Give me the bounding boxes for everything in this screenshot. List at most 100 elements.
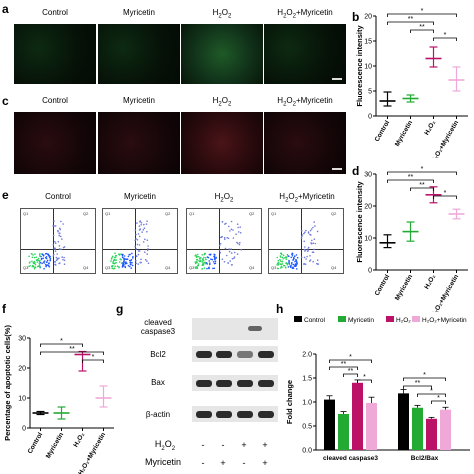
blot-band — [258, 380, 274, 387]
flow-event — [28, 255, 30, 258]
flow-event — [280, 263, 283, 266]
treatment-label-myricetin: Myricetin — [144, 457, 181, 467]
flow-event — [201, 261, 203, 263]
flow-event — [236, 253, 239, 255]
flow-event — [42, 257, 44, 260]
quadrant-label: Q4 — [83, 265, 89, 270]
flow-event — [303, 256, 306, 259]
flow-event — [139, 261, 142, 264]
flow-event — [41, 253, 43, 255]
flow-event — [312, 226, 314, 229]
significance-bracket — [40, 343, 83, 347]
flow-event — [45, 261, 48, 264]
flow-event — [34, 253, 36, 255]
flow-event — [132, 257, 134, 259]
flow-event — [112, 261, 114, 263]
significance-bracket — [357, 379, 372, 383]
flow-event — [294, 260, 296, 263]
flow-event — [144, 258, 147, 261]
flow-event — [115, 261, 117, 264]
quadrant-label: Q1 — [23, 211, 29, 216]
flow-event — [219, 243, 222, 245]
flow-event — [55, 264, 57, 266]
flow-event — [111, 257, 113, 259]
flow-scatter — [110, 220, 150, 270]
flow-event — [45, 263, 47, 266]
flow-event — [115, 259, 118, 261]
blot-band — [248, 326, 262, 331]
flow-event — [61, 256, 63, 258]
flow-event — [206, 267, 208, 270]
blot-strip — [192, 406, 278, 422]
flow-event — [112, 264, 114, 267]
flow-event — [114, 255, 117, 257]
significance-bracket — [329, 366, 358, 370]
flow-event — [131, 252, 133, 255]
flow-event — [226, 237, 228, 239]
flow-event — [281, 253, 283, 256]
condition-label: H2O2 — [212, 8, 232, 20]
flow-event — [32, 254, 34, 256]
flow-event — [279, 267, 282, 269]
flow-event — [138, 235, 141, 238]
flow-event — [202, 258, 204, 260]
flow-event — [112, 259, 115, 261]
flow-event — [140, 224, 142, 226]
flow-event — [131, 262, 133, 264]
flow-event — [202, 262, 205, 264]
flow-event — [194, 261, 197, 263]
flow-event — [28, 265, 30, 268]
flow-event — [123, 255, 126, 257]
flow-event — [229, 230, 231, 232]
flow-event — [303, 232, 305, 235]
flow-event — [61, 238, 63, 240]
flow-event — [296, 261, 298, 264]
flow-event — [218, 249, 221, 252]
flow-event — [215, 257, 217, 259]
flow-event — [210, 258, 212, 260]
gate-line — [21, 249, 95, 250]
flow-event — [140, 222, 143, 224]
blot-strip — [192, 375, 278, 391]
flow-event — [41, 262, 43, 265]
flow-event — [205, 258, 207, 261]
significance-bracket — [410, 29, 434, 33]
flow-event — [54, 225, 57, 227]
blot-label: Bax — [151, 378, 165, 387]
flow-event — [33, 267, 36, 270]
flow-event — [309, 255, 311, 257]
flow-event — [49, 257, 52, 260]
flow-scatter — [276, 221, 319, 270]
y-tick-label: 15 — [364, 39, 372, 46]
flow-event — [304, 263, 307, 265]
y-tick-label: 5 — [368, 89, 372, 96]
fluorescence-image-green — [98, 24, 180, 84]
x-tick-label: H₂O₂ — [423, 273, 437, 290]
flow-event — [137, 263, 139, 265]
bar — [338, 414, 349, 450]
flow-event — [313, 221, 315, 223]
legend-swatch — [338, 316, 346, 322]
flow-event — [59, 262, 61, 264]
flow-event — [52, 244, 55, 246]
blot-band — [196, 380, 212, 387]
flow-event — [239, 226, 241, 228]
flow-event — [228, 250, 231, 253]
flow-event — [129, 261, 132, 264]
flow-event — [62, 258, 64, 261]
flow-event — [279, 260, 282, 262]
flow-event — [228, 248, 230, 250]
flow-event — [58, 245, 61, 247]
flow-event — [290, 263, 293, 265]
flow-event — [304, 246, 306, 248]
flow-event — [31, 253, 33, 255]
flow-event — [288, 263, 291, 265]
flow-event — [316, 262, 318, 265]
treatment-label-h2o2: H2O2 — [154, 439, 176, 452]
flow-event — [43, 260, 46, 262]
flow-event — [113, 267, 115, 270]
flow-event — [121, 256, 124, 258]
flow-event — [33, 256, 36, 259]
flow-event — [294, 255, 296, 257]
flow-event — [228, 225, 230, 228]
